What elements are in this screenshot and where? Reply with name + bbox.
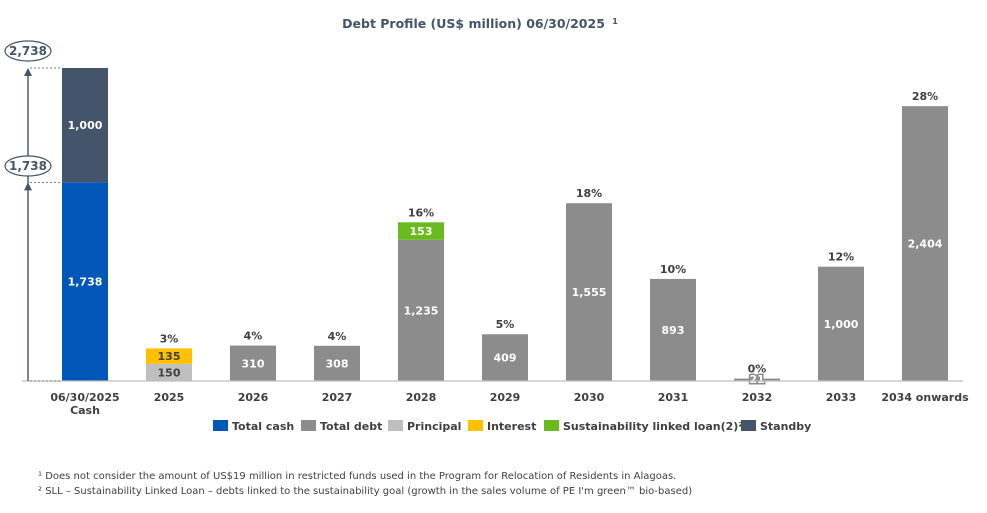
bar-value-label: 1,235 <box>404 304 439 317</box>
legend: Total cash Total debt Principal Interest Sus… <box>213 420 811 433</box>
bar-percentage-label: 5% <box>496 318 515 331</box>
category-label: Cash <box>70 404 100 417</box>
bar-value-label: 1,555 <box>572 286 607 299</box>
bar-value-label: 1,000 <box>824 318 859 331</box>
legend-swatch-standby <box>741 420 756 431</box>
bar-value-label: 150 <box>158 366 181 379</box>
bar-value-label: 308 <box>326 357 349 370</box>
callout-value-label: 1,738 <box>9 159 47 173</box>
bar-value-label: 310 <box>242 357 265 370</box>
bar-percentage-label: 12% <box>828 251 854 264</box>
bar-total_debt <box>650 278 696 381</box>
category-label: 2029 <box>490 391 521 404</box>
bar-percentage-label: 28% <box>912 90 938 103</box>
debt-profile-chart: Debt Profile (US$ million) 06/30/2025 1 … <box>4 16 969 433</box>
bar-value-label: 1,000 <box>68 119 103 132</box>
callout-bubble <box>4 40 52 62</box>
legend-label-total_debt: Total debt <box>320 420 382 433</box>
bar-principal <box>146 363 192 381</box>
bar-total_debt <box>314 345 360 381</box>
bar-value-label: 135 <box>158 350 181 363</box>
bar-total_debt <box>230 345 276 381</box>
callout-bubble <box>4 155 52 177</box>
category-label: 06/30/2025 <box>50 391 119 404</box>
legend-swatch-principal <box>388 420 403 431</box>
category-label: 2032 <box>742 391 773 404</box>
bar-percentage-label: 16% <box>408 206 434 219</box>
bar-total_debt <box>566 203 612 381</box>
category-label: 2025 <box>154 391 185 404</box>
category-label: 2033 <box>826 391 857 404</box>
bar-standby <box>62 68 108 183</box>
bar-total_debt <box>818 266 864 381</box>
callout-value-label: 2,738 <box>9 44 47 58</box>
legend-label-interest: Interest <box>487 420 536 433</box>
bar-percentage-label: 0% <box>748 363 767 376</box>
bar-value-label: 2,404 <box>908 238 943 251</box>
legend-swatch-sll <box>544 420 559 431</box>
bar-value-label: 21 <box>749 373 764 386</box>
chart-title: Debt Profile (US$ million) 06/30/2025 1 <box>342 16 618 31</box>
bars: 1,738 1,000 150 135 3% 310 4% 308 4% 1,235 153 16% 4… <box>62 68 948 388</box>
bar-value-label: 409 <box>494 352 517 365</box>
legend-label-standby: Standby <box>760 420 811 433</box>
legend-label-principal: Principal <box>407 420 461 433</box>
category-label: 2026 <box>238 391 269 404</box>
legend-swatch-total_debt <box>301 420 316 431</box>
bar-total_debt <box>398 239 444 381</box>
category-label: 2031 <box>658 391 689 404</box>
legend-label-sll: Sustainability linked loan(2)² <box>563 420 743 433</box>
bar-percentage-label: 18% <box>576 187 602 200</box>
bar-total_debt <box>902 106 948 381</box>
category-label: 2030 <box>574 391 605 404</box>
bar-interest <box>146 348 192 364</box>
bar-percentage-label: 4% <box>244 330 263 343</box>
legend-label-total_cash: Total cash <box>232 420 294 433</box>
bar-total_cash <box>62 182 108 381</box>
bar-percentage-label: 3% <box>160 332 179 345</box>
bar-value-label: 893 <box>662 324 685 337</box>
bar-percentage-label: 10% <box>660 263 686 276</box>
legend-swatch-interest <box>468 420 483 431</box>
category-label: 2028 <box>406 391 437 404</box>
bar-sll <box>398 222 444 240</box>
bar-value-label: 1,738 <box>68 276 103 289</box>
bar-total_debt <box>482 334 528 381</box>
category-label: 2027 <box>322 391 353 404</box>
footnote-2: ² SLL – Sustainability Linked Loan – deb… <box>38 486 693 497</box>
legend-swatch-total_cash <box>213 420 228 431</box>
arrow-up-icon <box>24 68 32 76</box>
bar-value-label: 153 <box>410 225 433 238</box>
footnote-1: ¹ Does not consider the amount of US$19 … <box>38 471 677 482</box>
category-label: 2034 onwards <box>881 391 969 404</box>
bar-total_debt <box>734 378 780 381</box>
arrow-up-icon <box>24 182 32 191</box>
bar-percentage-label: 4% <box>328 330 347 343</box>
